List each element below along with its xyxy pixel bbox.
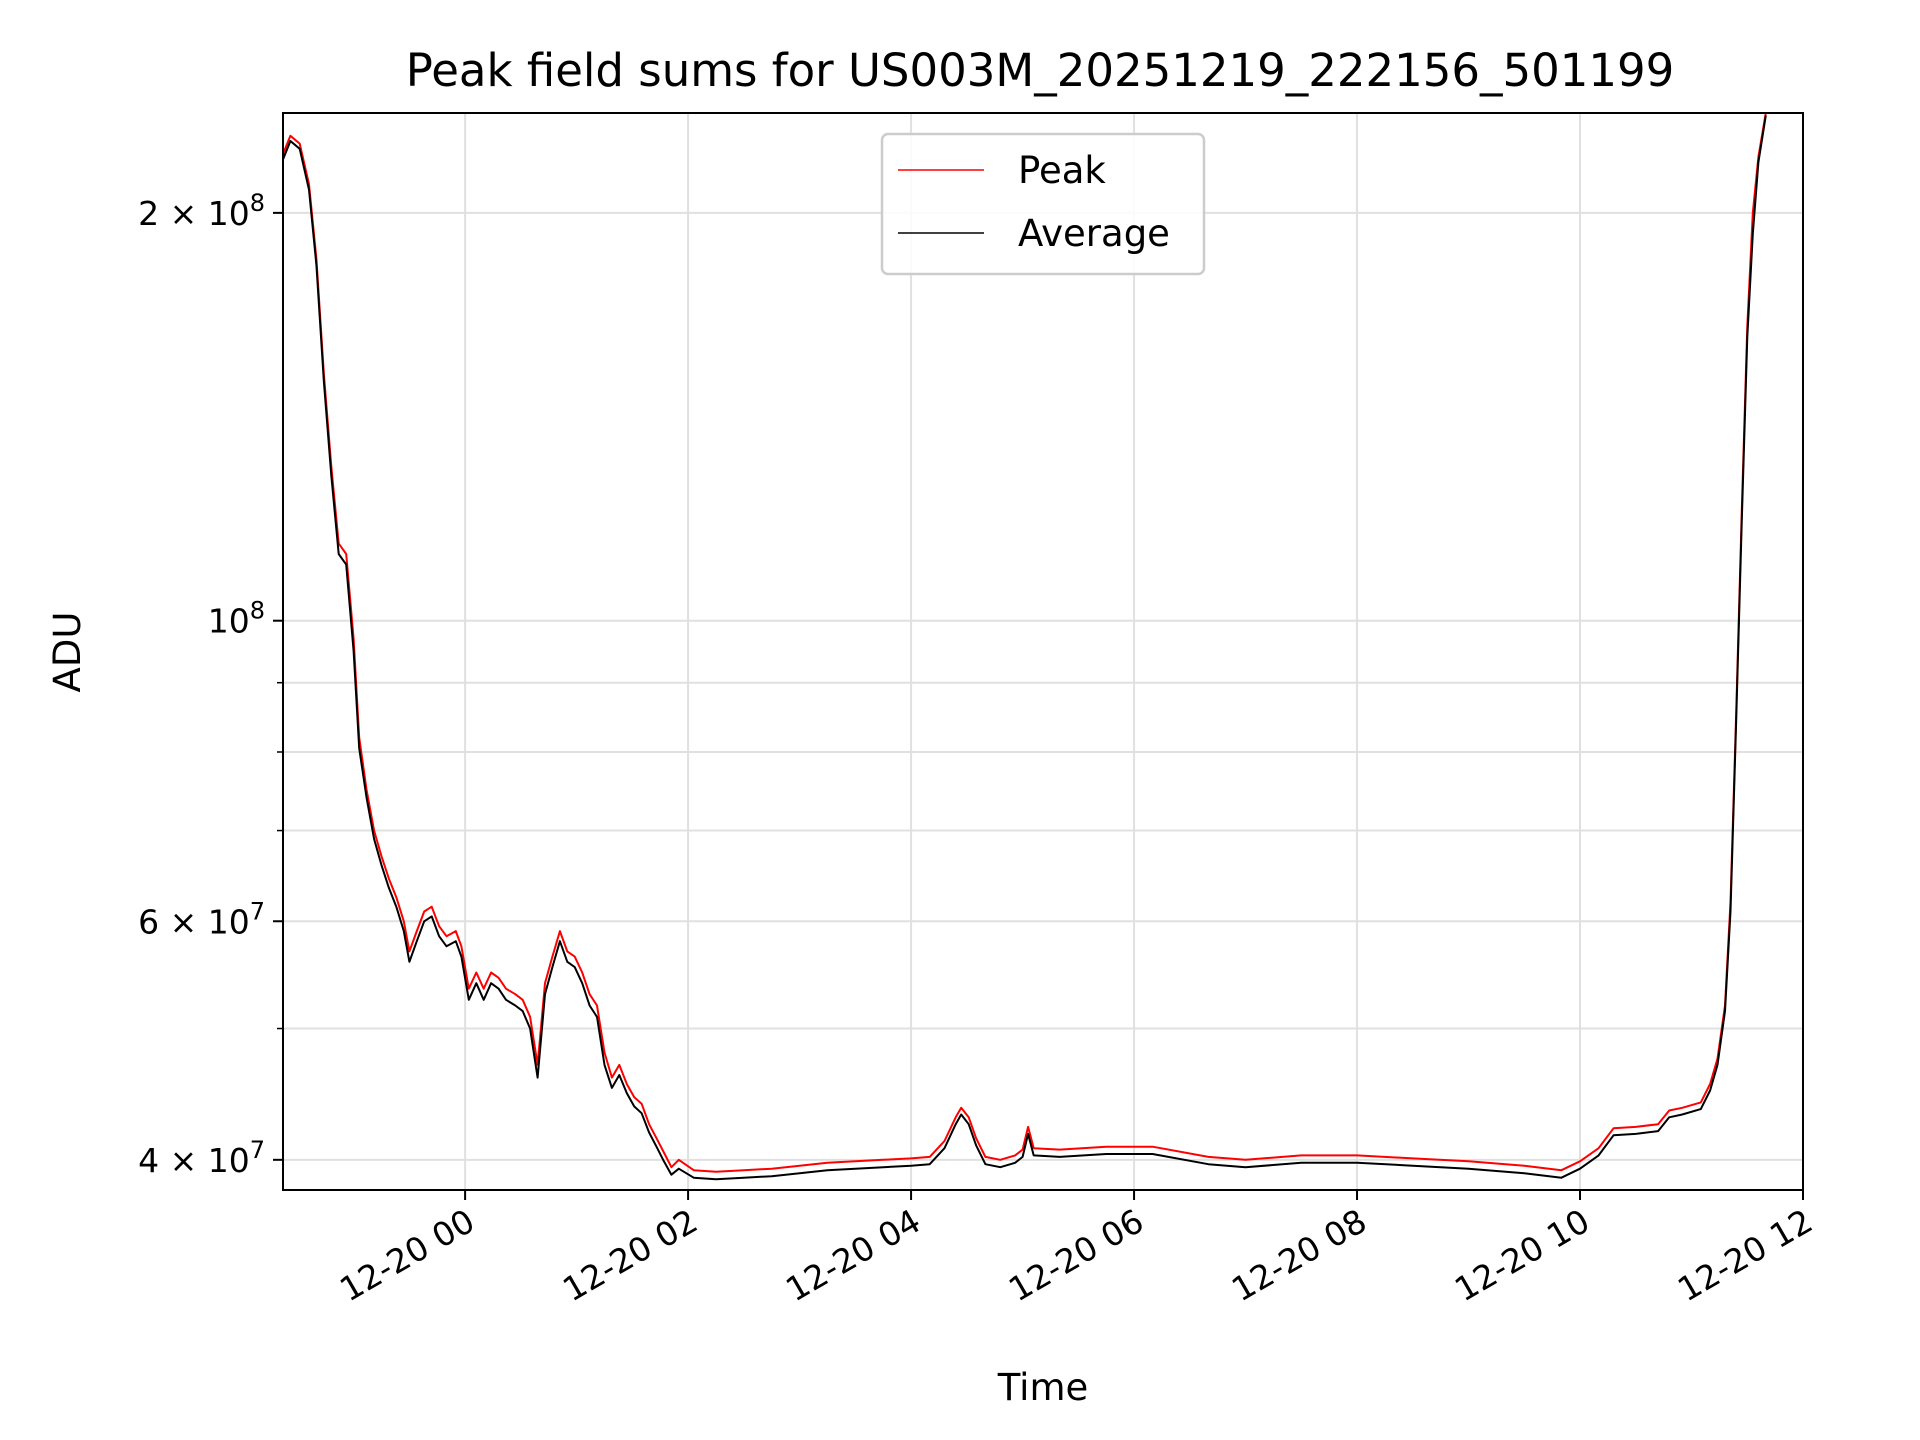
- legend-peak-label: Peak: [1018, 149, 1106, 192]
- y-tick-label: 108: [208, 597, 265, 641]
- series-layer: [283, 113, 1767, 1181]
- y-tick-label: 2 × 108: [138, 189, 265, 233]
- x-tick-label: 12-20 10: [1448, 1201, 1596, 1309]
- grid-lines: [283, 113, 1804, 1190]
- y-tick-label: 6 × 107: [138, 897, 265, 941]
- legend-average-label: Average: [1018, 212, 1170, 255]
- x-axis-label: Time: [997, 1366, 1089, 1409]
- x-tick-label: 12-20 12: [1671, 1201, 1819, 1309]
- chart-title: Peak field sums for US003M_20251219_2221…: [406, 44, 1675, 97]
- legend-box: [880, 132, 1206, 276]
- series-line-peak: [283, 113, 1767, 1173]
- x-tick-label: 12-20 08: [1225, 1201, 1373, 1309]
- x-tick-label: 12-20 06: [1002, 1201, 1150, 1309]
- y-axis: 4 × 107 6 × 107 108 2 × 108: [138, 189, 283, 1180]
- legend: Peak Average: [880, 132, 1206, 276]
- y-tick-label: 4 × 107: [138, 1136, 265, 1180]
- x-tick-label: 12-20 00: [333, 1201, 481, 1309]
- plot-frame: [282, 112, 1804, 1191]
- y-axis-label: ADU: [46, 612, 89, 693]
- x-axis: 12-20 00 12-20 02 12-20 04 12-20 06 12-20 08…: [333, 1190, 1819, 1309]
- series-line-average: [283, 115, 1767, 1181]
- x-tick-label: 12-20 02: [556, 1201, 704, 1309]
- x-tick-label: 12-20 04: [779, 1201, 927, 1309]
